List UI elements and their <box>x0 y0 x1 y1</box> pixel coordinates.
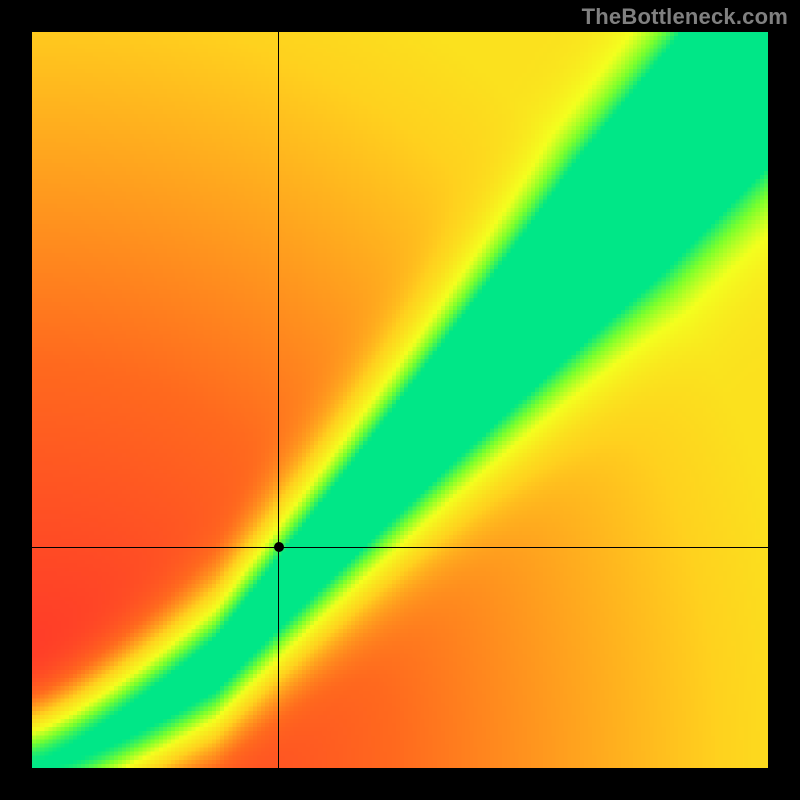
chart-container: TheBottleneck.com <box>0 0 800 800</box>
crosshair-horizontal <box>32 547 768 548</box>
watermark-text: TheBottleneck.com <box>582 4 788 30</box>
bottleneck-heatmap <box>32 32 768 768</box>
crosshair-vertical <box>278 32 279 768</box>
crosshair-marker <box>274 542 284 552</box>
